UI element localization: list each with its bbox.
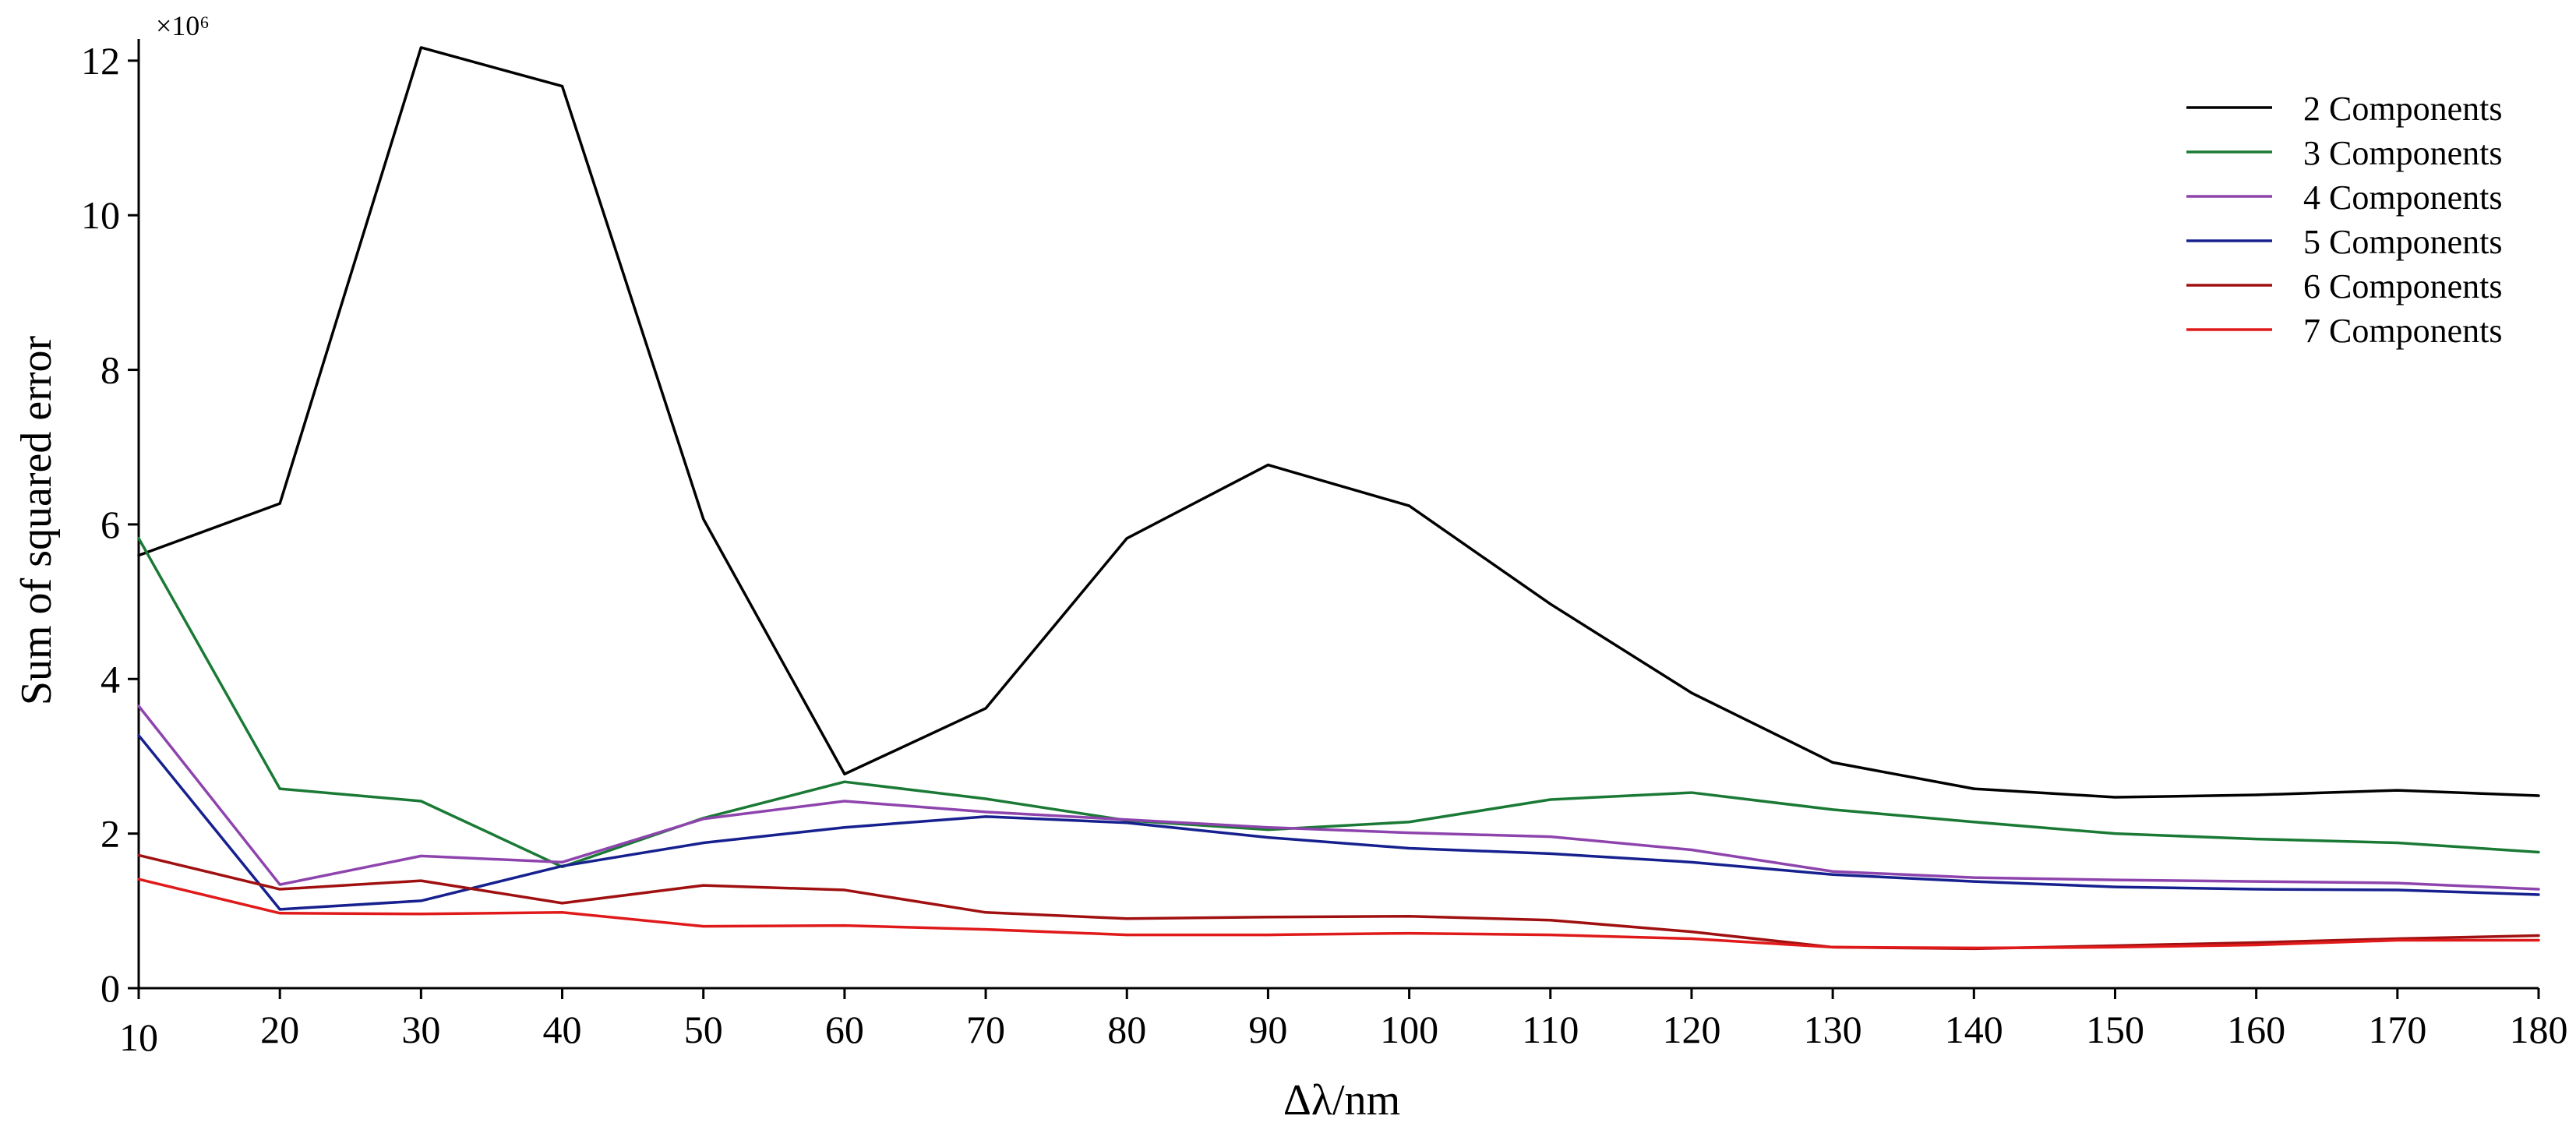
x-tick-label: 20 [260, 1008, 299, 1051]
series-line-6-components [137, 853, 2540, 951]
legend-label: 7 Components [2303, 312, 2502, 350]
y-tick-label: 6 [101, 503, 120, 546]
x-tick-label: 140 [1945, 1008, 2003, 1051]
x-tick-label: 180 [2510, 1008, 2568, 1051]
legend-label: 6 Components [2303, 267, 2502, 305]
y-axis-label: Sum of squared error [12, 336, 61, 706]
y-tick-label: 4 [101, 657, 120, 701]
x-tick-label: 110 [1522, 1008, 1579, 1051]
y-tick-label: 2 [101, 812, 120, 856]
x-axis-label: Δλ/nm [1283, 1076, 1400, 1125]
legend-label: 2 Components [2303, 90, 2502, 128]
series-line-3-components [137, 537, 2540, 869]
legend-label: 4 Components [2303, 178, 2502, 217]
x-tick-label: 80 [1107, 1008, 1146, 1051]
legend-label: 5 Components [2303, 223, 2502, 261]
series-line-2-components [137, 46, 2540, 799]
series-line-4-components [137, 704, 2540, 891]
legend-label: 3 Components [2303, 134, 2502, 172]
x-tick-label: 160 [2227, 1008, 2285, 1051]
x-tick-label: 170 [2368, 1008, 2426, 1051]
x-tick-label: 50 [684, 1008, 723, 1051]
axes [137, 39, 2539, 990]
series-lines [137, 46, 2540, 951]
x-tick-label: 70 [966, 1008, 1005, 1051]
y-tick-label: 8 [101, 348, 120, 392]
x-tick-label: 100 [1380, 1008, 1438, 1051]
series-line-5-components [137, 733, 2540, 911]
x-tick-label: 40 [543, 1008, 582, 1051]
y-tick-label: 0 [101, 966, 120, 1010]
y-ticks: 0 2 4 6 8 10 12 [81, 39, 139, 1010]
x-tick-label: 130 [1804, 1008, 1862, 1051]
x-tick-label: 10 [119, 1015, 158, 1059]
x-tick-label: 30 [401, 1008, 440, 1051]
x-tick-label: 120 [1662, 1008, 1720, 1051]
y-tick-label: 12 [81, 39, 120, 83]
y-multiplier-label: ×10⁶ [156, 10, 210, 41]
x-tick-label: 150 [2086, 1008, 2144, 1051]
series-line-7-components [137, 878, 2540, 950]
x-ticks: 10 20 30 40 50 60 70 80 90 100 110 120 130 140 150 160 1… [119, 988, 2568, 1059]
x-tick-label: 90 [1248, 1008, 1287, 1051]
y-tick-label: 10 [81, 193, 120, 237]
legend: 2 Components 3 Components 4 Components 5 Co… [2186, 90, 2502, 350]
x-tick-label: 60 [825, 1008, 864, 1051]
